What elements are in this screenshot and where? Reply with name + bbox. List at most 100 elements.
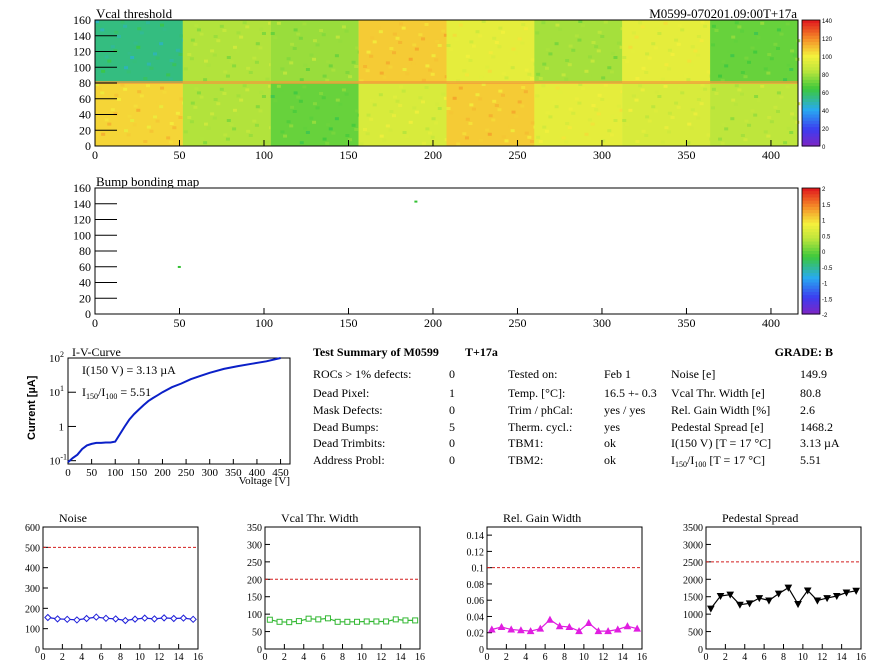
speckle xyxy=(792,53,797,57)
speckle xyxy=(107,59,112,63)
speckle xyxy=(500,30,505,34)
speckle xyxy=(619,45,624,49)
speckle xyxy=(189,120,194,124)
vcal-roc-tiles xyxy=(95,20,801,146)
colorbar-band xyxy=(802,73,820,78)
speckle xyxy=(747,123,752,127)
y-tick-label: 600 xyxy=(25,523,40,534)
speckle xyxy=(727,113,732,116)
x-tick-label: 2 xyxy=(60,652,65,663)
x-tick-label: 14 xyxy=(174,652,184,663)
speckle xyxy=(667,111,672,115)
speckle xyxy=(754,32,759,35)
colorbar-band xyxy=(802,127,820,131)
run-id-label: M0599-070201.09:00T+17a xyxy=(649,6,797,21)
speckle xyxy=(359,142,364,146)
speckle xyxy=(744,119,749,123)
speckle xyxy=(212,116,217,120)
data-point xyxy=(170,614,178,623)
speckle xyxy=(139,31,144,35)
speckle xyxy=(369,54,374,58)
speckle xyxy=(428,131,433,135)
speckle xyxy=(213,35,218,38)
x-tick-label: 100 xyxy=(255,316,273,330)
y-tick-label: 3500 xyxy=(683,523,703,534)
colorbar-band xyxy=(802,279,820,284)
speckle xyxy=(130,56,135,59)
bump-defect-point xyxy=(177,265,181,268)
speckle xyxy=(326,123,331,127)
data-point xyxy=(716,593,725,601)
speckle xyxy=(315,106,320,110)
data-point xyxy=(555,622,564,630)
speckle xyxy=(536,135,541,139)
colorbar-band xyxy=(802,64,820,68)
speckle xyxy=(133,104,138,108)
speckle xyxy=(740,134,745,137)
speckle xyxy=(535,94,540,98)
speckle xyxy=(239,35,244,39)
speckle xyxy=(206,126,211,130)
summary-label: Address Probl: xyxy=(313,453,385,467)
speckle xyxy=(97,24,102,28)
colorbar-tick-label: -1.5 xyxy=(822,297,833,303)
speckle xyxy=(137,90,142,94)
y-tick-label: 0.02 xyxy=(467,629,485,640)
speckle xyxy=(644,71,649,74)
speckle xyxy=(449,111,454,115)
colorbar-band xyxy=(802,222,820,227)
y-tick-label: 120 xyxy=(73,45,91,59)
speckle xyxy=(452,33,457,37)
speckle xyxy=(667,67,672,71)
speckle xyxy=(601,76,606,80)
colorbar-band xyxy=(802,263,820,268)
speckle xyxy=(783,141,788,145)
speckle xyxy=(674,38,679,42)
speckle xyxy=(734,21,739,25)
y-tick-label: 300 xyxy=(247,540,262,551)
speckle xyxy=(418,96,423,100)
speckle xyxy=(104,55,109,59)
speckle xyxy=(388,65,393,69)
speckle xyxy=(236,31,241,35)
x-tick-label: 10 xyxy=(135,652,145,663)
speckle xyxy=(443,96,448,100)
speckle xyxy=(254,123,259,127)
colorbar-band xyxy=(802,188,820,192)
speckle xyxy=(137,27,142,31)
y-tick-label: 0.1 xyxy=(472,564,485,575)
speckle xyxy=(769,57,774,61)
speckle xyxy=(175,111,180,115)
speckle xyxy=(252,119,257,123)
speckle xyxy=(425,64,430,68)
colorbar-band xyxy=(802,247,820,252)
colorbar-band xyxy=(802,244,820,249)
speckle xyxy=(488,114,493,118)
speckle xyxy=(183,130,188,134)
y-tick-label: 100 xyxy=(247,610,262,621)
speckle xyxy=(596,112,601,116)
speckle xyxy=(446,44,451,47)
speckle xyxy=(567,126,572,130)
speckle xyxy=(348,75,353,79)
speckle xyxy=(555,23,560,27)
speckle xyxy=(555,86,560,90)
speckle xyxy=(720,141,725,145)
summary-value: 80.8 xyxy=(800,386,821,400)
speckle xyxy=(690,45,695,49)
data-point xyxy=(842,589,851,597)
speckle xyxy=(747,60,752,64)
trend-plot-vcal-width: Vcal Thr. Width 0 50 100 150 200 250 300 350 0 2 4 6… xyxy=(247,511,425,663)
speckle xyxy=(120,20,125,24)
colorbar-band xyxy=(802,70,820,75)
speckle xyxy=(212,53,217,57)
speckle xyxy=(398,104,403,107)
trend-series-line xyxy=(710,586,857,609)
speckle xyxy=(558,27,563,31)
speckle xyxy=(152,115,157,119)
trend-plot-frame xyxy=(705,526,862,650)
speckle xyxy=(402,131,407,134)
speckle xyxy=(449,48,454,52)
iv-annotation-ratio: I150/I100 = 5.51 xyxy=(82,385,151,401)
speckle xyxy=(200,137,205,140)
